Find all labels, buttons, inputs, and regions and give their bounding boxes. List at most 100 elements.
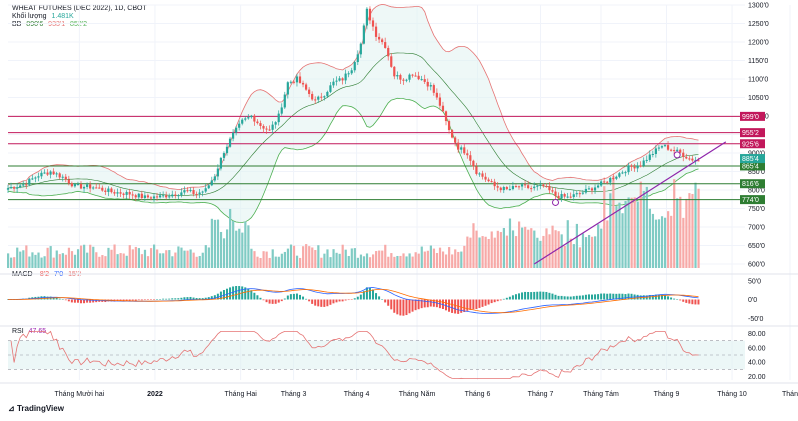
candle-body bbox=[572, 194, 575, 198]
candle-body bbox=[612, 177, 615, 179]
candle-body bbox=[624, 172, 627, 174]
candle-body bbox=[368, 8, 372, 21]
volume-bar bbox=[496, 230, 499, 268]
macd-hist-bar bbox=[253, 292, 256, 300]
volume-bar bbox=[195, 256, 198, 268]
price-axis-tick: 750'0 bbox=[748, 206, 765, 213]
bollinger-middle bbox=[7, 52, 699, 197]
candle-body bbox=[384, 42, 387, 48]
candle-body bbox=[663, 145, 667, 147]
volume-bar bbox=[365, 253, 369, 268]
candle-body bbox=[34, 177, 37, 179]
tradingview-logo[interactable]: ⊿ TradingView bbox=[8, 404, 64, 413]
volume-bar bbox=[597, 224, 600, 268]
macd-hist-bar bbox=[621, 293, 624, 300]
macd-hist-bar bbox=[469, 299, 472, 310]
volume-bar bbox=[320, 257, 323, 268]
candle-body bbox=[85, 184, 89, 187]
volume-bar bbox=[636, 201, 639, 268]
volume-bar bbox=[146, 256, 150, 268]
volume-bar bbox=[505, 235, 509, 268]
volume-bar bbox=[618, 202, 621, 268]
current-price-tag-label: 885'4 bbox=[742, 156, 759, 163]
bb-middle-value: 933'1 bbox=[48, 21, 66, 28]
candle-body bbox=[271, 124, 274, 130]
candle-body bbox=[481, 173, 484, 177]
candle-body bbox=[508, 189, 511, 191]
macd-hist-bar bbox=[171, 298, 174, 300]
volume-bar bbox=[420, 246, 423, 268]
macd-hist-bar bbox=[514, 294, 517, 300]
macd-axis-tick: 0'0 bbox=[748, 297, 757, 304]
macd-hist-bar bbox=[472, 299, 475, 310]
candle-body bbox=[171, 194, 174, 197]
volume-bar bbox=[606, 220, 609, 268]
volume-bar bbox=[600, 228, 603, 268]
candle-body bbox=[55, 173, 58, 175]
macd-hist-bar bbox=[338, 299, 341, 302]
macd-hist-bar bbox=[350, 299, 353, 300]
volume-bar bbox=[368, 257, 372, 268]
level-tag-label: 999'0 bbox=[742, 114, 759, 121]
volume-bar bbox=[432, 248, 436, 268]
time-axis-tick: Tháng 10 bbox=[717, 391, 747, 398]
candle-body bbox=[247, 117, 250, 119]
volume-bar bbox=[359, 254, 363, 268]
macd-hist-bar bbox=[581, 295, 584, 300]
macd-hist-bar bbox=[356, 296, 359, 300]
volume-bar bbox=[375, 251, 378, 268]
level-tag-bg bbox=[740, 161, 765, 171]
volume-bar bbox=[484, 236, 487, 268]
volume-bar bbox=[19, 251, 22, 268]
macd-hist-bar bbox=[274, 299, 277, 304]
volume-bar bbox=[639, 181, 642, 268]
candle-body bbox=[405, 79, 408, 81]
macd-hist-bar bbox=[542, 291, 545, 300]
volume-bar bbox=[648, 208, 651, 268]
rsi-line bbox=[10, 330, 699, 379]
macd-hist-bar bbox=[539, 291, 542, 300]
volume-bar bbox=[697, 188, 700, 268]
volume-bar bbox=[52, 257, 55, 268]
time-axis-tick: Tháng Tám bbox=[583, 391, 619, 398]
volume-bar bbox=[584, 237, 588, 268]
candle-body bbox=[472, 160, 475, 167]
candle-body bbox=[606, 181, 609, 183]
candle-body bbox=[593, 187, 597, 191]
candle-body bbox=[520, 184, 524, 187]
candle-body bbox=[569, 196, 572, 198]
candle-body bbox=[539, 184, 542, 186]
volume-bar bbox=[548, 234, 551, 268]
volume-bar bbox=[521, 227, 524, 268]
candle-body bbox=[101, 187, 104, 191]
volume-bar bbox=[86, 252, 89, 268]
macd-hist-bar bbox=[667, 296, 670, 300]
volume-bar bbox=[457, 251, 460, 268]
candle-body bbox=[393, 66, 396, 77]
macd-hist-bar bbox=[691, 299, 694, 305]
volume-bar bbox=[581, 233, 585, 268]
candle-body bbox=[639, 165, 642, 167]
macd-hist-bar bbox=[143, 299, 146, 300]
macd-hist-bar bbox=[399, 299, 402, 316]
macd-hist-bar bbox=[606, 293, 609, 300]
volume-bar bbox=[460, 251, 463, 268]
macd-hist-bar bbox=[603, 293, 606, 300]
macd-hist-bar bbox=[381, 299, 384, 300]
candle-body bbox=[505, 187, 508, 190]
macd-hist-bar bbox=[292, 293, 295, 300]
volume-bar bbox=[493, 237, 496, 268]
volume-bar bbox=[670, 215, 673, 268]
macd-hist-bar bbox=[271, 299, 274, 304]
candle-body bbox=[22, 184, 25, 186]
macd-hist-bar bbox=[429, 299, 432, 307]
macd-hist-bar bbox=[536, 291, 539, 300]
candle-body bbox=[682, 152, 685, 157]
macd-hist-bar bbox=[569, 296, 572, 300]
volume-bar bbox=[149, 248, 153, 268]
trendline-anchor bbox=[673, 151, 681, 159]
candle-body bbox=[356, 54, 359, 63]
macd-hist-bar bbox=[697, 299, 700, 305]
time-axis-tick: Tháng 3 bbox=[281, 391, 307, 398]
